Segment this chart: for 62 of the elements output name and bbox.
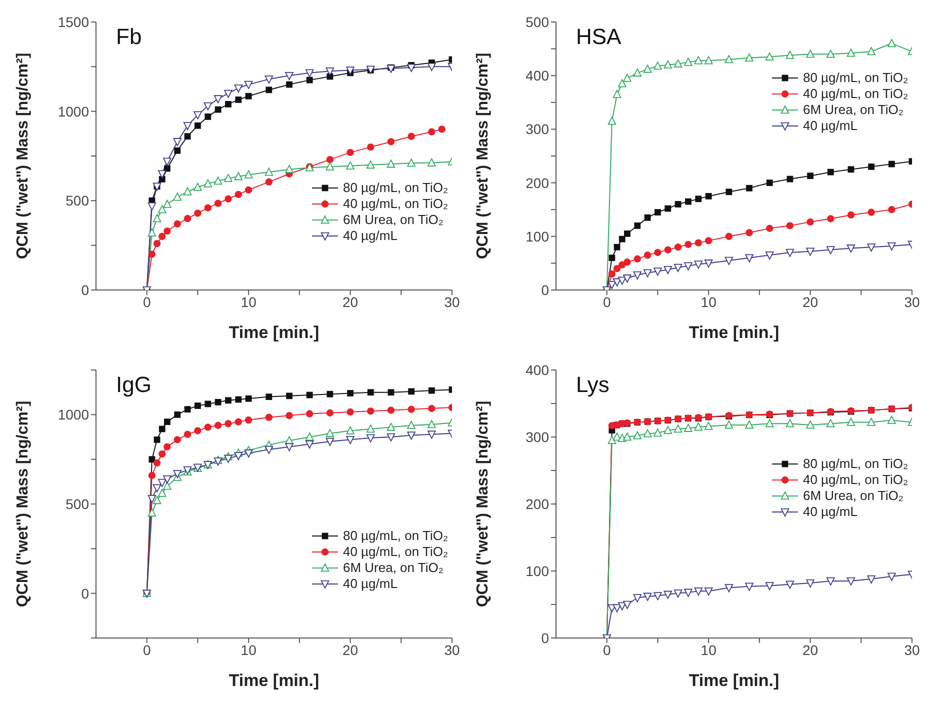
y-tick-label: 0 xyxy=(541,630,550,646)
y-tick-label: 1000 xyxy=(58,103,90,120)
x-axis-title: Time [min.] xyxy=(228,323,320,342)
legend-label: 6M Urea, on TiO₂ xyxy=(802,102,904,118)
y-tick-label: 0 xyxy=(81,282,90,298)
y-tick-label: 200 xyxy=(526,174,550,191)
y-tick-label: 300 xyxy=(526,428,550,445)
x-tick-label: 30 xyxy=(904,642,920,658)
x-tick-label: 0 xyxy=(142,294,151,310)
y-tick-label: 500 xyxy=(66,496,90,512)
y-tick-label: 0 xyxy=(81,585,90,602)
legend-label: 40 µg/mL, on TiO₂ xyxy=(802,86,908,102)
legend-label: 80 µg/mL, on TiO₂ xyxy=(342,528,448,544)
x-tick-label: 10 xyxy=(240,294,257,310)
legend-label: 6M Urea, on TiO₂ xyxy=(342,212,444,228)
x-tick-label: 0 xyxy=(142,642,151,658)
chart-title: Fb xyxy=(116,24,142,50)
y-tick-label: 400 xyxy=(526,362,550,378)
legend-label: 40 µg/mL xyxy=(342,576,398,592)
y-tick-label: 300 xyxy=(526,121,550,138)
legend-label: 40 µg/mL, on TiO₂ xyxy=(802,472,908,488)
x-tick-label: 0 xyxy=(602,294,611,310)
y-axis-title: QCM ("wet") Mass [ng/cm²] xyxy=(14,52,32,260)
y-tick-label: 400 xyxy=(526,68,550,84)
legend-label: 40 µg/mL xyxy=(802,504,858,520)
y-axis-title: QCM ("wet") Mass [ng/cm²] xyxy=(474,400,492,608)
x-tick-label: 10 xyxy=(240,642,257,658)
y-tick-label: 100 xyxy=(526,562,550,579)
legend-label: 40 µg/mL xyxy=(342,228,398,244)
y-tick-label: 200 xyxy=(526,496,550,512)
x-tick-label: 10 xyxy=(700,642,717,658)
y-axis-title: QCM ("wet") Mass [ng/cm²] xyxy=(474,52,492,260)
legend-label: 40 µg/mL, on TiO₂ xyxy=(342,196,448,212)
x-tick-label: 30 xyxy=(444,294,460,310)
legend-label: 6M Urea, on TiO₂ xyxy=(802,488,904,504)
x-tick-label: 30 xyxy=(444,642,460,658)
x-tick-label: 20 xyxy=(802,294,818,310)
y-tick-label: 500 xyxy=(66,192,90,209)
x-axis-title: Time [min.] xyxy=(688,671,780,690)
legend-label: 80 µg/mL, on TiO₂ xyxy=(342,180,448,196)
x-axis-title: Time [min.] xyxy=(688,323,780,342)
y-tick-label: 100 xyxy=(526,228,550,244)
y-tick-label: 0 xyxy=(541,282,550,298)
x-tick-label: 30 xyxy=(904,294,920,310)
legend-label: 80 µg/mL, on TiO₂ xyxy=(802,456,908,472)
y-tick-label: 1000 xyxy=(58,406,90,423)
chart-title: Lys xyxy=(576,372,610,398)
x-axis-title: Time [min.] xyxy=(228,671,320,690)
y-axis-title: QCM ("wet") Mass [ng/cm²] xyxy=(14,400,32,608)
x-tick-label: 0 xyxy=(602,642,611,658)
legend-label: 80 µg/mL, on TiO₂ xyxy=(802,70,908,86)
legend-label: 40 µg/mL, on TiO₂ xyxy=(342,544,448,560)
chart-title: IgG xyxy=(116,372,152,398)
legend-label: 6M Urea, on TiO₂ xyxy=(342,560,444,576)
y-tick-label: 1500 xyxy=(58,14,90,30)
y-tick-label: 500 xyxy=(526,14,550,30)
x-tick-label: 10 xyxy=(700,294,717,310)
chart-title: HSA xyxy=(576,24,622,50)
legend-label: 40 µg/mL xyxy=(802,118,858,134)
x-tick-label: 20 xyxy=(342,642,358,658)
x-tick-label: 20 xyxy=(342,294,358,310)
x-tick-label: 20 xyxy=(802,642,818,658)
